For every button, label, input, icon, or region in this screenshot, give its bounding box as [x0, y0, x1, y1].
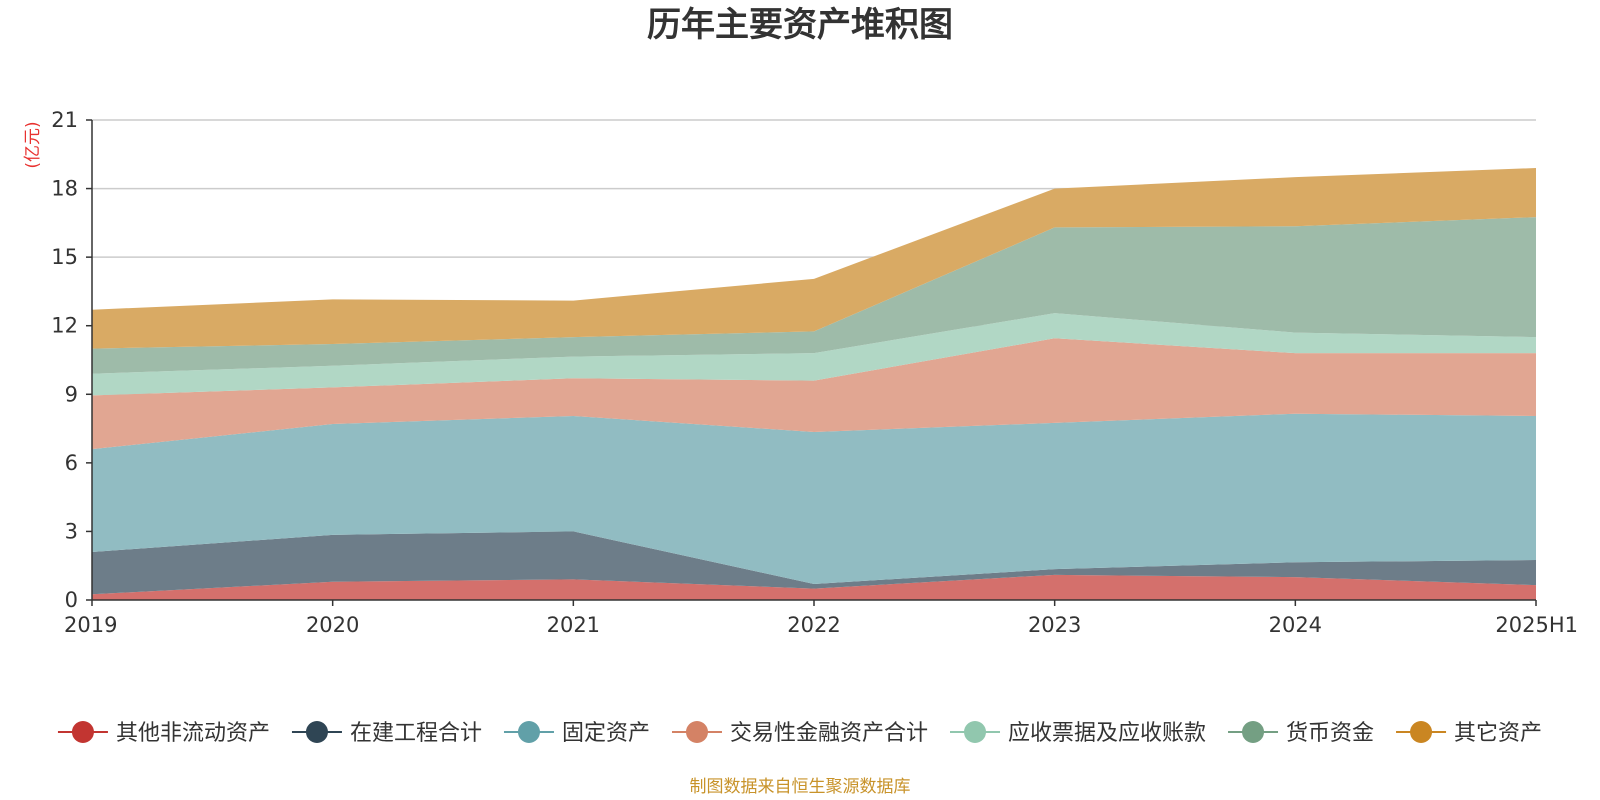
legend-label: 交易性金融资产合计 [730, 721, 928, 746]
y-tick-label: 21 [51, 108, 78, 132]
x-tick-label: 2025H1 [1495, 613, 1578, 637]
x-tick-label: 2020 [306, 613, 359, 637]
legend-item-5[interactable]: 应收票据及应收账款 [950, 721, 1206, 746]
y-tick-label: 0 [65, 588, 78, 612]
x-tick-label: 2019 [64, 613, 117, 637]
legend-label: 固定资产 [562, 721, 650, 746]
legend-item-4[interactable]: 交易性金融资产合计 [671, 721, 928, 746]
area-series-7 [92, 168, 1536, 349]
legend-item-6[interactable]: 货币资金 [1228, 721, 1374, 746]
legend-item-2[interactable]: 在建工程合计 [291, 721, 482, 746]
x-tick-label: 2021 [547, 613, 600, 637]
area-series-6 [92, 217, 1536, 374]
legend-item-7[interactable]: 其它资产 [1396, 721, 1542, 746]
y-axis-label: (亿元) [23, 121, 43, 168]
area-series-5 [92, 313, 1536, 396]
legend-dot-icon [305, 721, 328, 743]
y-tick-label: 15 [51, 245, 78, 269]
area-series-4 [92, 338, 1536, 450]
legend-label: 应收票据及应收账款 [1008, 721, 1206, 746]
y-tick-label: 9 [65, 382, 78, 406]
y-tick-label: 3 [65, 519, 78, 543]
legend-dot-icon [685, 721, 708, 743]
legend-label: 其它资产 [1454, 721, 1542, 746]
x-tick-label: 2022 [787, 613, 840, 637]
x-tick-label: 2023 [1028, 613, 1081, 637]
legend-dot-icon [1410, 721, 1433, 743]
legend-label: 其他非流动资产 [116, 721, 270, 746]
legend-label: 货币资金 [1286, 721, 1374, 746]
legend-dot-icon [517, 721, 540, 743]
area-series-2 [92, 531, 1536, 595]
legend-dot-icon [71, 721, 94, 743]
x-tick-label: 2024 [1269, 613, 1322, 637]
y-tick-label: 12 [51, 314, 78, 338]
y-tick-label: 6 [65, 451, 78, 475]
legend-label: 在建工程合计 [350, 721, 482, 746]
chart-title: 历年主要资产堆积图 [647, 5, 953, 45]
legend-dot-icon [964, 721, 987, 743]
legend[interactable]: 其他非流动资产 在建工程合计 固定资产 交易性金融资产合计 应收票据及应收账款 货币资金 其… [57, 721, 1542, 746]
y-tick-label: 18 [51, 177, 78, 201]
legend-dot-icon [1242, 721, 1265, 743]
area-series-1 [92, 574, 1536, 600]
area-series [92, 168, 1536, 600]
area-series-3 [92, 413, 1536, 584]
legend-item-1[interactable]: 其他非流动资产 [57, 721, 270, 746]
source-note: 制图数据来自恒生聚源数据库 [690, 777, 911, 797]
legend-item-3[interactable]: 固定资产 [503, 721, 650, 746]
axes: 0 3 6 9 12 15 18 21 2019 2020 2021 2022 2023 2024 2025… [51, 108, 1578, 637]
